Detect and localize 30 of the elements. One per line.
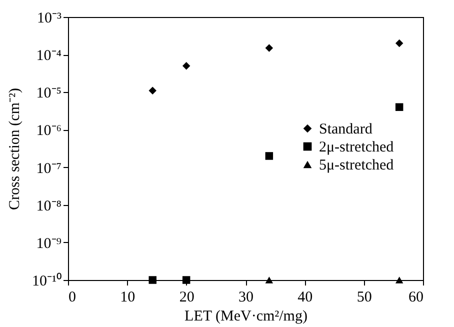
point: [148, 276, 156, 284]
x-tick-label: 0: [68, 290, 76, 306]
y-tick-label: 10⁻³: [37, 10, 62, 26]
y-tick-label: 10⁻¹⁰: [32, 272, 62, 290]
x-tick-label: 40: [298, 290, 313, 306]
legend-label: 2μ-stretched: [319, 140, 394, 156]
y-tick-label: 10⁻⁶: [36, 123, 62, 140]
point: [182, 276, 190, 284]
point: [265, 44, 274, 52]
legend-label: Standard: [319, 122, 373, 138]
legend-label: 5μ-stretched: [319, 158, 394, 174]
y-tick-label: 10⁻⁹: [36, 236, 62, 252]
y-axis-title: Cross section (cm⁻²): [7, 88, 24, 210]
x-tick-label: 10: [120, 290, 136, 306]
x-tick-label: 30: [238, 290, 254, 306]
point: [395, 103, 404, 111]
x-tick-label: 60: [408, 290, 424, 306]
y-tick-label: 10⁻⁸: [36, 198, 62, 214]
point: [265, 276, 274, 284]
point: [182, 62, 190, 70]
x-tick-label: 50: [356, 290, 372, 306]
point: [265, 152, 274, 160]
x-axis-title: LET (MeV·cm²/mg): [184, 308, 308, 324]
y-tick-label: 10⁻⁷: [36, 160, 62, 177]
y-tick-label: 10⁻⁴: [36, 48, 62, 64]
y-tick-label: 10⁻⁵: [36, 86, 62, 102]
x-tick-label: 20: [179, 290, 194, 306]
point: [148, 86, 156, 94]
point: [395, 276, 404, 284]
point: [395, 39, 404, 48]
